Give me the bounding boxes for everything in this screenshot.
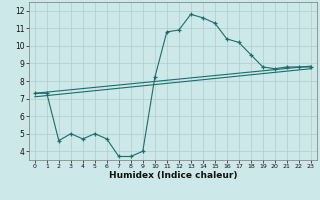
X-axis label: Humidex (Indice chaleur): Humidex (Indice chaleur) [108, 171, 237, 180]
